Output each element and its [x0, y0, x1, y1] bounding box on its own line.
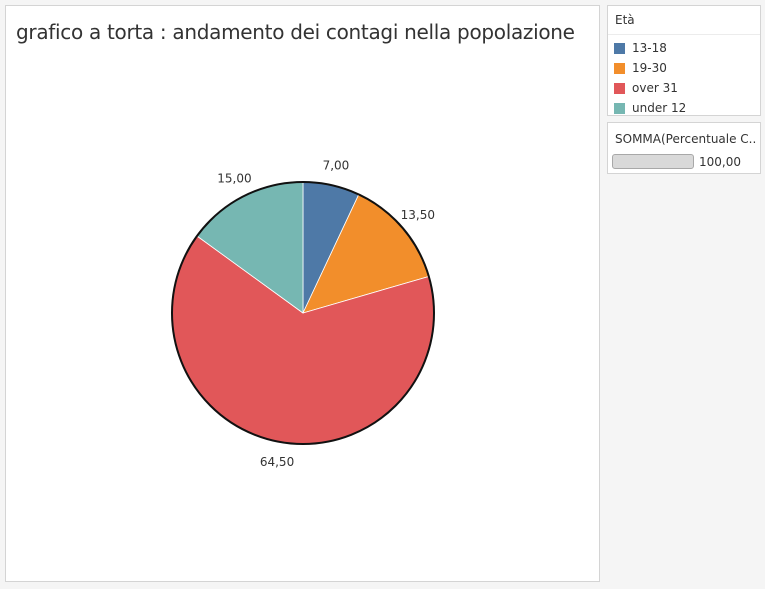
legend-title: Età — [615, 13, 635, 27]
worksheet-panel: grafico a torta : andamento dei contagi … — [5, 5, 600, 582]
pie-data-label: 15,00 — [217, 171, 251, 185]
pie-slices — [171, 181, 435, 445]
pie-data-label: 13,50 — [401, 208, 435, 222]
legend-item-under-12[interactable]: under 12 — [614, 98, 686, 118]
size-legend-title: SOMMA(Percentuale C... — [615, 132, 757, 146]
size-legend-value: 100,00 — [699, 155, 741, 169]
legend-item-label: over 31 — [632, 81, 678, 95]
color-legend: Età 13-18 19-30 over 31 under 12 — [607, 5, 761, 116]
legend-item-13-18[interactable]: 13-18 — [614, 38, 686, 58]
pie-labels: 7,00 13,50 64,50 15,00 — [217, 159, 435, 469]
legend-item-label: 13-18 — [632, 41, 667, 55]
legend-items: 13-18 19-30 over 31 under 12 — [614, 38, 686, 118]
legend-item-label: under 12 — [632, 101, 687, 115]
legend-item-label: 19-30 — [632, 61, 667, 75]
legend-swatch — [614, 42, 625, 54]
size-legend: SOMMA(Percentuale C... 100,00 — [607, 122, 761, 174]
legend-swatch — [614, 62, 625, 74]
pie-data-label: 7,00 — [323, 159, 350, 173]
legend-swatch — [614, 102, 625, 114]
legend-item-19-30[interactable]: 19-30 — [614, 58, 686, 78]
chart-title: grafico a torta : andamento dei contagi … — [16, 20, 575, 44]
legend-swatch — [614, 82, 625, 94]
pie-chart[interactable]: 7,00 13,50 64,50 15,00 — [6, 6, 601, 583]
legend-divider — [608, 34, 760, 35]
pie-outline — [171, 181, 435, 445]
legend-item-over-31[interactable]: over 31 — [614, 78, 686, 98]
size-legend-bar — [612, 154, 694, 169]
pie-data-label: 64,50 — [260, 455, 294, 469]
